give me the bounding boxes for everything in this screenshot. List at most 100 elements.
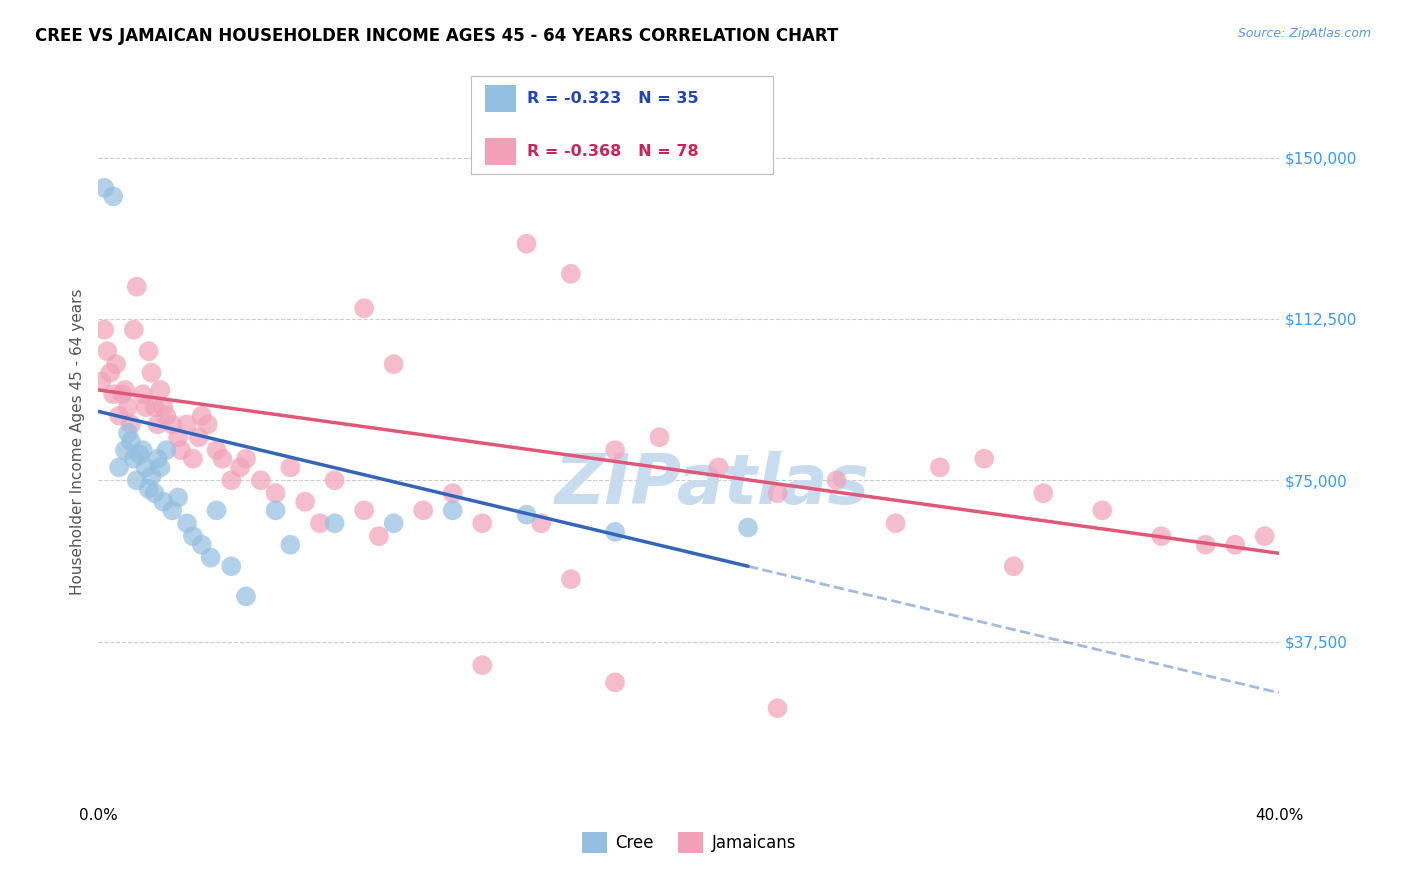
Point — [382, 357, 405, 371]
Point — [125, 473, 148, 487]
Point — [353, 301, 375, 316]
Point — [132, 387, 155, 401]
Point — [128, 447, 150, 461]
Point — [766, 486, 789, 500]
Point — [111, 387, 134, 401]
Point — [191, 409, 214, 423]
Point — [141, 469, 163, 483]
Point — [120, 434, 142, 449]
Point — [737, 520, 759, 534]
Point — [471, 658, 494, 673]
Point — [120, 417, 142, 432]
Point — [1225, 538, 1247, 552]
Point — [138, 344, 160, 359]
Point — [149, 460, 172, 475]
Point — [103, 189, 125, 203]
Point — [560, 267, 582, 281]
Point — [368, 529, 391, 543]
Point — [181, 529, 204, 543]
Point — [155, 409, 177, 423]
Point — [648, 430, 671, 444]
Point — [1002, 559, 1025, 574]
Point — [235, 590, 257, 604]
Point — [176, 516, 198, 531]
Point — [146, 417, 169, 432]
Point — [146, 451, 169, 466]
Point — [114, 443, 136, 458]
Point — [353, 503, 375, 517]
Point — [167, 430, 190, 444]
Point — [211, 451, 233, 466]
Point — [441, 503, 464, 517]
Point — [264, 503, 287, 517]
Point — [516, 508, 538, 522]
Point — [766, 701, 789, 715]
Point — [117, 400, 139, 414]
Point — [560, 572, 582, 586]
Point — [605, 443, 627, 458]
Point — [309, 516, 332, 531]
Point — [114, 383, 136, 397]
Point — [162, 417, 183, 432]
Point — [1032, 486, 1054, 500]
Point — [117, 425, 139, 440]
Point — [280, 538, 302, 552]
Point — [530, 516, 553, 531]
Point — [93, 181, 115, 195]
Point — [143, 486, 166, 500]
Point — [973, 451, 995, 466]
Point — [1150, 529, 1173, 543]
Point — [96, 344, 118, 359]
Point — [1091, 503, 1114, 517]
Point — [1254, 529, 1277, 543]
Point — [197, 417, 219, 432]
Point — [280, 460, 302, 475]
Point — [323, 473, 346, 487]
Point — [471, 516, 494, 531]
Point — [441, 486, 464, 500]
Point — [122, 451, 145, 466]
Point — [707, 460, 730, 475]
Text: R = -0.368   N = 78: R = -0.368 N = 78 — [527, 145, 699, 159]
Point — [250, 473, 273, 487]
Point — [162, 503, 183, 517]
Point — [103, 387, 125, 401]
Point — [152, 400, 174, 414]
Point — [143, 400, 166, 414]
Point — [135, 400, 157, 414]
Point — [138, 482, 160, 496]
Point — [170, 443, 193, 458]
Point — [605, 524, 627, 539]
Point — [181, 451, 204, 466]
Legend: Cree, Jamaicans: Cree, Jamaicans — [575, 826, 803, 860]
Point — [98, 366, 121, 380]
Y-axis label: Householder Income Ages 45 - 64 years: Householder Income Ages 45 - 64 years — [69, 288, 84, 595]
Point — [149, 383, 172, 397]
Text: CREE VS JAMAICAN HOUSEHOLDER INCOME AGES 45 - 64 YEARS CORRELATION CHART: CREE VS JAMAICAN HOUSEHOLDER INCOME AGES… — [35, 27, 838, 45]
Point — [221, 559, 243, 574]
Point — [187, 430, 209, 444]
Point — [929, 460, 952, 475]
Point — [176, 417, 198, 432]
Point — [141, 366, 163, 380]
Point — [294, 494, 316, 508]
Point — [93, 323, 115, 337]
Point — [229, 460, 252, 475]
Point — [605, 675, 627, 690]
Point — [323, 516, 346, 531]
Point — [108, 460, 131, 475]
Point — [382, 516, 405, 531]
Text: ZIPatlas: ZIPatlas — [555, 451, 870, 518]
Point — [264, 486, 287, 500]
Point — [516, 236, 538, 251]
Point — [884, 516, 907, 531]
Point — [205, 503, 228, 517]
Point — [235, 451, 257, 466]
Point — [191, 538, 214, 552]
Point — [155, 443, 177, 458]
Text: R = -0.323   N = 35: R = -0.323 N = 35 — [527, 91, 699, 105]
Point — [200, 550, 222, 565]
Point — [122, 323, 145, 337]
Text: Source: ZipAtlas.com: Source: ZipAtlas.com — [1237, 27, 1371, 40]
Point — [1195, 538, 1218, 552]
